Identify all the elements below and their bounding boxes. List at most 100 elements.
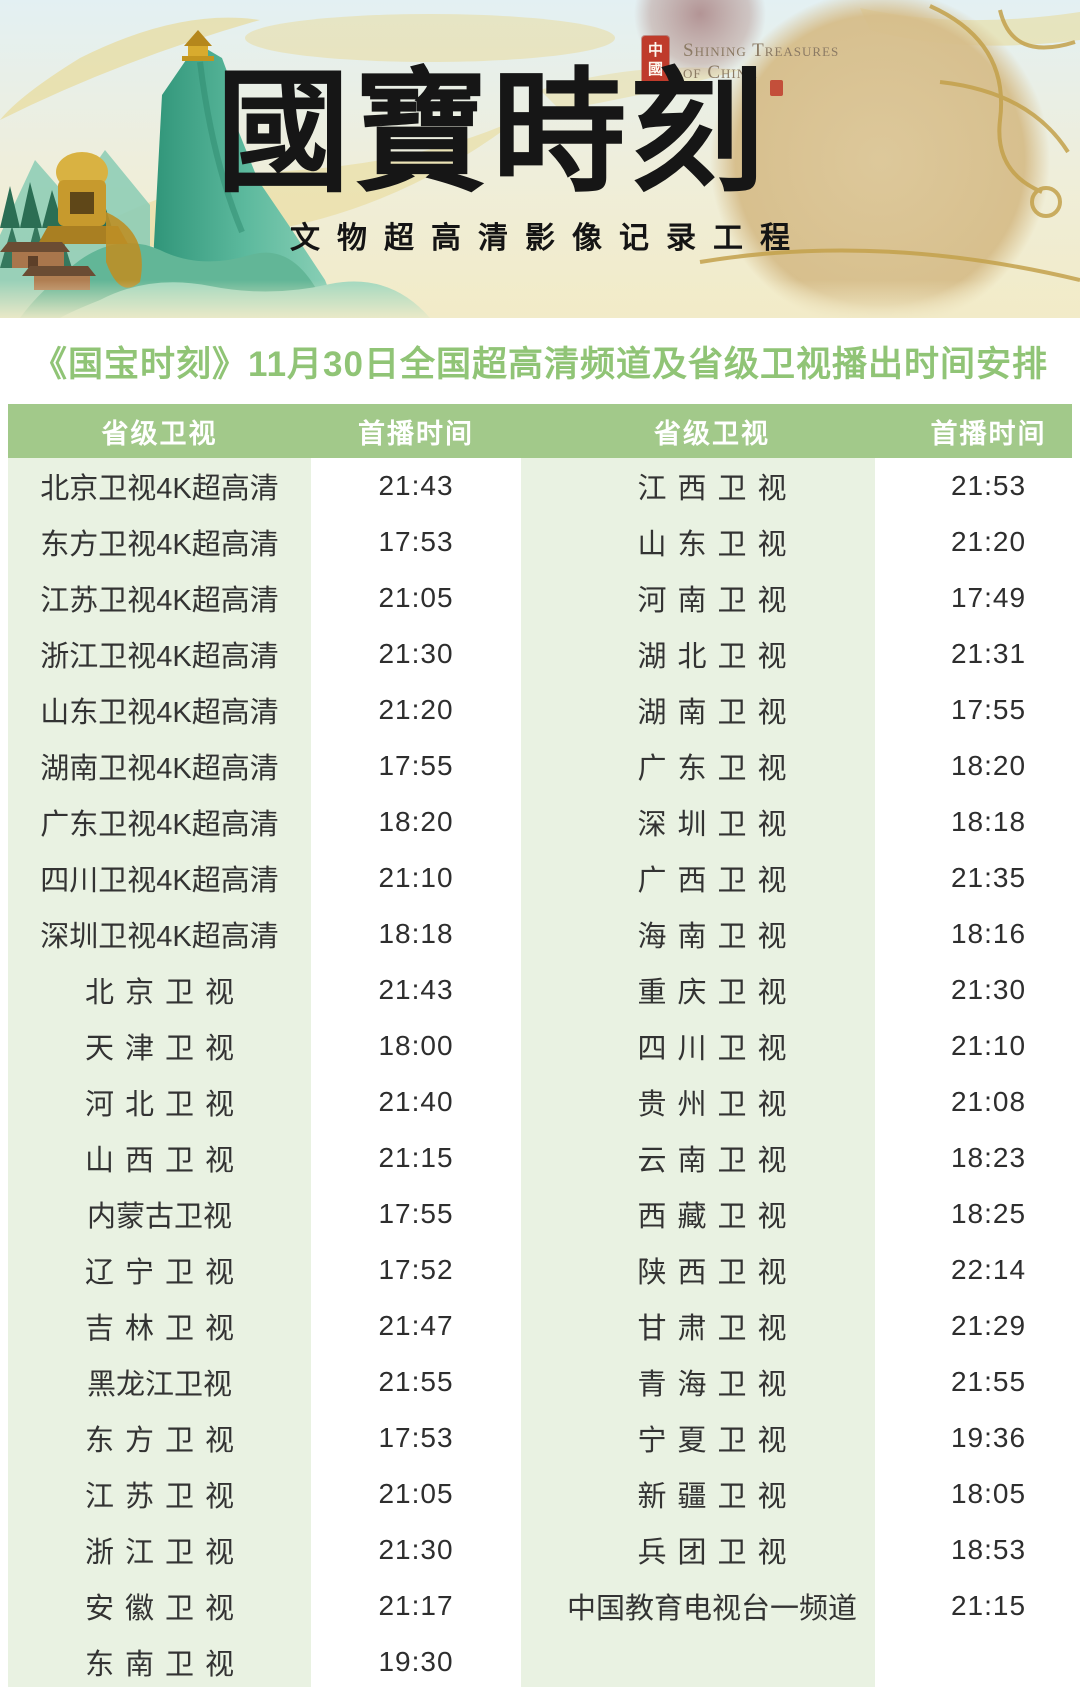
air-time-left: 21:47 <box>378 1310 454 1341</box>
channel-cell-right: 广东卫视 <box>521 738 875 794</box>
channel-cell-right: 兵团卫视 <box>521 1522 875 1578</box>
channel-cell-right: 深圳卫视 <box>521 794 875 850</box>
banner-title: 《国宝时刻》11月30日全国超高清频道及省级卫视播出时间安排 <box>32 344 1048 384</box>
schedule-table: 省级卫视 首播时间 省级卫视 首播时间 北京卫视4K超高清 21:43 江西卫视… <box>8 404 1072 1687</box>
time-cell-right: 18:16 <box>875 906 1072 962</box>
air-time-right: 21:31 <box>950 638 1027 669</box>
channel-cell-right: 山东卫视 <box>521 514 875 570</box>
column-header-time-left: 首播时间 <box>358 418 474 449</box>
gold-pavilion <box>182 30 214 61</box>
channel-name-left: 四川卫视4K超高清 <box>40 865 279 897</box>
seal-char-bottom: 國 <box>647 61 663 78</box>
air-time-right: 18:25 <box>950 1198 1027 1229</box>
time-cell-left: 21:20 <box>311 682 521 738</box>
channel-cell-right: 重庆卫视 <box>521 962 875 1018</box>
time-cell-left: 19:30 <box>311 1634 521 1687</box>
schedule-banner: 《国宝时刻》11月30日全国超高清频道及省级卫视播出时间安排 <box>0 318 1080 404</box>
channel-cell-left: 山西卫视 <box>8 1130 311 1186</box>
channel-name-left: 北京卫视 <box>84 977 245 1009</box>
time-cell-left: 21:05 <box>311 1466 521 1522</box>
channel-name-left: 安徽卫视 <box>84 1593 245 1625</box>
channel-name-right: 湖南卫视 <box>637 697 798 729</box>
table-row: 吉林卫视 21:47 甘肃卫视 21:29 <box>8 1298 1072 1354</box>
channel-name-left: 山东卫视4K超高清 <box>40 697 279 729</box>
table-row: 深圳卫视4K超高清 18:18 海南卫视 18:16 <box>8 906 1072 962</box>
channel-cell-left: 北京卫视4K超高清 <box>8 458 311 514</box>
time-cell-right: 17:55 <box>875 682 1072 738</box>
channel-cell-right: 海南卫视 <box>521 906 875 962</box>
channel-name-right: 贵州卫视 <box>637 1089 798 1121</box>
channel-name-right: 重庆卫视 <box>637 977 798 1009</box>
air-time-left: 21:40 <box>378 1086 454 1117</box>
gold-circle-ornament <box>710 0 1050 318</box>
channel-cell-right: 中国教育电视台一频道 <box>521 1578 875 1634</box>
channel-name-left: 北京卫视4K超高清 <box>40 473 279 505</box>
channel-cell-left: 四川卫视4K超高清 <box>8 850 311 906</box>
channel-cell-right: 陕西卫视 <box>521 1242 875 1298</box>
channel-name-left: 辽宁卫视 <box>84 1257 245 1289</box>
channel-cell-left: 湖南卫视4K超高清 <box>8 738 311 794</box>
channel-cell-right: 青海卫视 <box>521 1354 875 1410</box>
channel-name-left: 深圳卫视4K超高清 <box>40 921 279 953</box>
column-header-channel-right: 省级卫视 <box>654 418 770 449</box>
table-row: 浙江卫视 21:30 兵团卫视 18:53 <box>8 1522 1072 1578</box>
channel-cell-left: 东方卫视4K超高清 <box>8 514 311 570</box>
time-cell-left: 17:55 <box>311 1186 521 1242</box>
channel-cell-right: 河南卫视 <box>521 570 875 626</box>
table-row: 广东卫视4K超高清 18:20 深圳卫视 18:18 <box>8 794 1072 850</box>
table-row: 黑龙江卫视 21:55 青海卫视 21:55 <box>8 1354 1072 1410</box>
air-time-left: 17:53 <box>378 1422 454 1453</box>
time-cell-right: 18:05 <box>875 1466 1072 1522</box>
cliff-shading <box>197 61 245 234</box>
air-time-left: 21:05 <box>378 1478 454 1509</box>
column-header-time-right: 首播时间 <box>930 418 1047 449</box>
channel-cell-left: 东方卫视 <box>8 1410 311 1466</box>
air-time-right: 21:08 <box>950 1086 1027 1117</box>
air-time-right: 21:35 <box>950 862 1027 893</box>
time-cell-right: 21:31 <box>875 626 1072 682</box>
header-artwork: 中 國 Shining Treasures of China 國寶時刻 文物超高… <box>0 0 1080 318</box>
channel-name-left: 河北卫视 <box>84 1089 245 1121</box>
time-cell-left: 21:30 <box>311 626 521 682</box>
channel-cell-left: 内蒙古卫视 <box>8 1186 311 1242</box>
air-time-left: 17:53 <box>378 526 454 557</box>
time-cell-right: 21:10 <box>875 1018 1072 1074</box>
time-cell-right: 22:14 <box>875 1242 1072 1298</box>
channel-cell-right: 广西卫视 <box>521 850 875 906</box>
table-header-row: 省级卫视 首播时间 省级卫视 首播时间 <box>8 404 1072 458</box>
time-cell-left: 21:40 <box>311 1074 521 1130</box>
brand-line2: of China <box>683 61 758 83</box>
small-seal-mark <box>770 80 783 96</box>
table-row: 东南卫视 19:30 <box>8 1634 1072 1687</box>
time-cell-left: 17:55 <box>311 738 521 794</box>
time-cell-right: 21:20 <box>875 514 1072 570</box>
air-time-right: 21:20 <box>950 526 1027 557</box>
channel-name-left: 天津卫视 <box>84 1033 245 1065</box>
air-time-left: 19:30 <box>378 1646 454 1677</box>
air-time-right: 21:15 <box>950 1590 1027 1621</box>
air-time-right: 21:29 <box>950 1310 1027 1341</box>
time-cell-right: 17:49 <box>875 570 1072 626</box>
air-time-right: 21:55 <box>950 1366 1027 1397</box>
phoenix-swirl-pattern <box>699 4 1080 282</box>
channel-name-right: 湖北卫视 <box>637 641 798 673</box>
time-cell-left: 21:55 <box>311 1354 521 1410</box>
channel-name-left: 吉林卫视 <box>84 1313 245 1345</box>
table-row: 山西卫视 21:15 云南卫视 18:23 <box>8 1130 1072 1186</box>
channel-cell-left: 辽宁卫视 <box>8 1242 311 1298</box>
brand-line1: Shining Treasures <box>683 40 840 61</box>
channel-cell-right: 甘肃卫视 <box>521 1298 875 1354</box>
table-row: 北京卫视 21:43 重庆卫视 21:30 <box>8 962 1072 1018</box>
channel-name-left: 东南卫视 <box>84 1649 245 1681</box>
time-cell-right: 21:15 <box>875 1578 1072 1634</box>
main-title: 國寶時刻 <box>216 53 769 211</box>
channel-name-left: 山西卫视 <box>84 1145 245 1177</box>
channel-cell-left: 天津卫视 <box>8 1018 311 1074</box>
table-row: 东方卫视 17:53 宁夏卫视 19:36 <box>8 1410 1072 1466</box>
landscape-painting <box>0 0 1080 318</box>
bronze-shrine-artifact <box>38 152 142 288</box>
channel-cell-left: 河北卫视 <box>8 1074 311 1130</box>
air-time-left: 21:43 <box>378 974 454 1005</box>
seal-char-top: 中 <box>647 41 663 59</box>
channel-cell-left: 江苏卫视4K超高清 <box>8 570 311 626</box>
